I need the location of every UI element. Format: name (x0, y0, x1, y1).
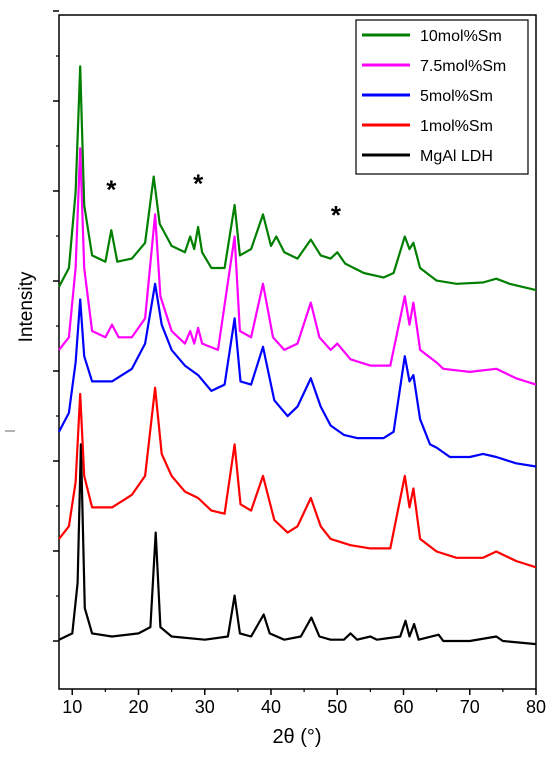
legend-label: 1mol%Sm (420, 118, 493, 135)
x-tick-label: 60 (393, 697, 413, 717)
legend-box (355, 19, 529, 175)
series-line-10mol-sm (58, 65, 537, 292)
series-line-5mol-sm (58, 282, 537, 468)
peak-marker-asterisk: * (193, 168, 204, 198)
x-axis-ticks: 10 20 30 40 50 60 70 80 (62, 689, 546, 717)
x-tick-label: 10 (62, 697, 82, 717)
x-tick-label: 20 (128, 697, 148, 717)
series-lines (58, 65, 537, 646)
peak-marker-asterisk: * (106, 175, 117, 205)
peak-annotations: * * * (106, 168, 342, 230)
legend-label: 10mol%Sm (420, 28, 502, 45)
y-axis-ticks (53, 10, 59, 642)
x-tick-label: 80 (526, 697, 546, 717)
series-line-mgal-ldh (58, 443, 537, 646)
x-tick-label: 70 (460, 697, 480, 717)
series-line-7-5mol-sm (58, 147, 537, 386)
plot-frame (58, 14, 537, 690)
x-axis-label: 2θ (°) (272, 726, 321, 748)
x-tick-label: 40 (261, 697, 281, 717)
legend: 10mol%Sm 7.5mol%Sm 5mol%Sm 1mol%Sm MgAl LDH (355, 19, 529, 175)
x-tick-label: 50 (327, 697, 347, 717)
legend-label: 7.5mol%Sm (420, 58, 506, 75)
series-line-1mol-sm (58, 386, 537, 569)
peak-marker-asterisk: * (331, 200, 342, 230)
y-axis-label: Intensity (16, 271, 37, 342)
legend-label: 5mol%Sm (420, 88, 493, 105)
legend-label: MgAl LDH (420, 148, 493, 165)
x-tick-label: 30 (195, 697, 215, 717)
